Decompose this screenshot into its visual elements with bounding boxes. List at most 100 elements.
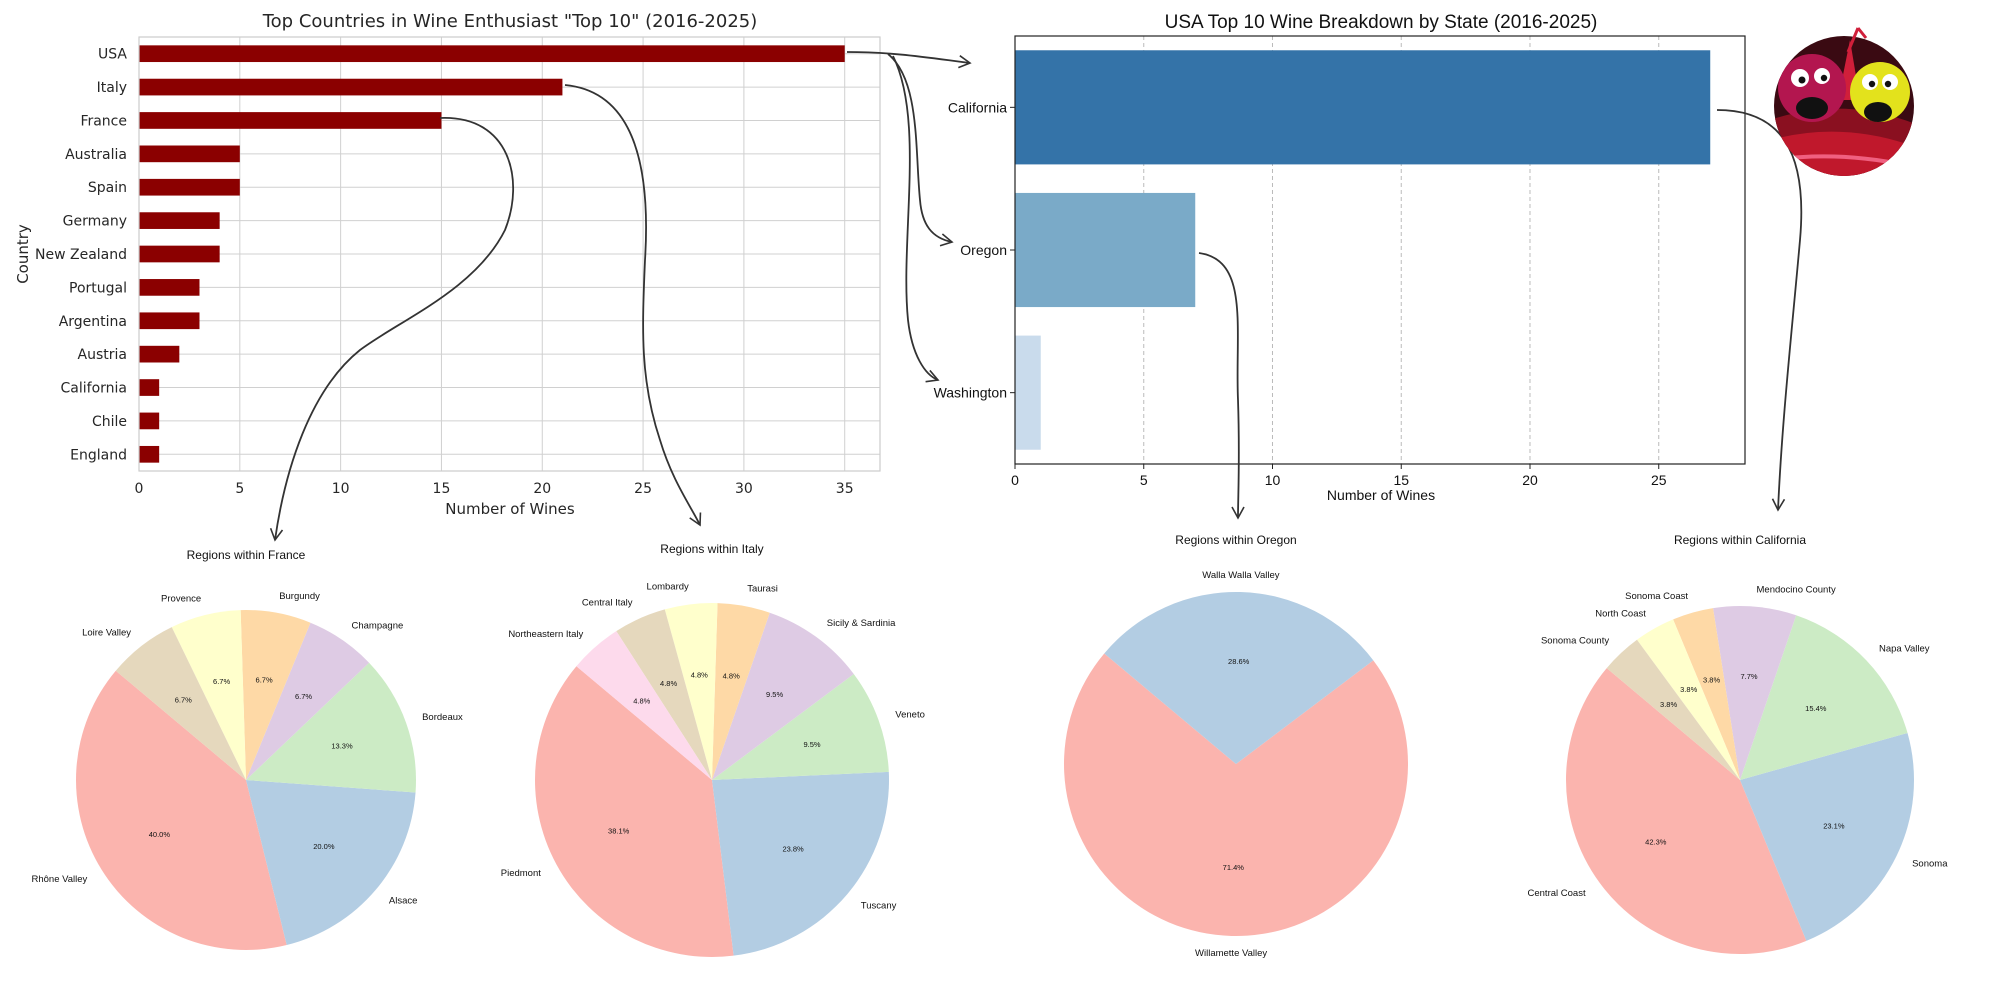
regions-within-italy-label-sicily-sardinia: Sicily & Sardinia [827,618,896,629]
countries-x-axis-label: Number of Wines [445,500,575,518]
countries-y-tick-labels: USA Italy France Australia Spain Germany New Z… [35,47,127,464]
regions-within-california-label-north-coast: North Coast [1595,608,1646,619]
regions-within-oregon-label-willamette-valley: Willamette Valley [1195,948,1267,959]
regions-within-california-pct-sonoma: 23.1% [1823,822,1845,831]
states-x-tick-25: 25 [1651,472,1667,488]
italy-pie-chart: Regions within Italy Piedmont 38.1% Tuscany… [501,542,925,957]
countries-bars [139,45,845,463]
bar-chile [139,412,160,430]
states-x-tick-15: 15 [1393,472,1409,488]
bar-california [139,379,160,396]
regions-within-california-pct-north-coast: 3.8% [1680,685,1697,694]
regions-within-california-slice-sonoma [1740,732,1915,941]
regions-within-italy-pct-veneto: 9.5% [803,740,820,749]
regions-within-france-slice-alsace [246,780,416,946]
regions-within-france-pct-alsace: 20.0% [313,842,335,851]
regions-within-california-label-central-coast: Central Coast [1528,888,1586,899]
regions-within-california-label-napa-valley: Napa Valley [1879,643,1930,654]
bar-germany [139,212,220,229]
regions-within-france-slice-loire-valley [115,627,247,780]
regions-within-italy-pct-lombardy: 4.8% [691,671,708,680]
bar-oregon [1015,192,1196,308]
regions-within-italy-pct-taurasi: 4.8% [723,672,740,681]
regions-within-california-label-sonoma: Sonoma [1912,859,1948,870]
countries-x-tick-30: 30 [735,481,753,497]
regions-within-italy-label-veneto: Veneto [895,709,925,720]
states-chart-title: USA Top 10 Wine Breakdown by State (2016… [1165,12,1598,33]
states-bars [1015,50,1711,450]
regions-within-france-pct-burgundy: 6.7% [256,676,273,685]
regions-within-california-label-sonoma-county: Sonoma County [1541,635,1609,646]
states-x-tick-0: 0 [1011,472,1019,488]
regions-within-italy-slice-piedmont [535,666,734,957]
regions-within-france-slice-rh-ne-valley [76,670,287,950]
countries-y-tick-spain: Spain [88,180,127,196]
states-y-tick-oregon: Oregon [960,242,1007,258]
regions-within-france-label-rh-ne-valley: Rhône Valley [31,874,87,885]
bar-california [1015,50,1711,165]
regions-within-france-pct-bordeaux: 13.3% [331,742,353,751]
france-pie-chart: Regions within France Rhône Valley 40.0% Al… [31,548,463,950]
regions-within-italy-slice-northeastern-italy [576,631,712,780]
regions-within-italy-slice-veneto [712,674,889,780]
regions-within-france-label-provence: Provence [161,593,201,604]
countries-y-tick-italy: Italy [97,80,127,96]
states-x-tick-labels: 0 5 10 15 20 25 [1011,472,1667,488]
oregon-pie-chart: Regions within Oregon Willamette Valley 71… [1063,533,1408,959]
regions-within-oregon-pct-walla-walla-valley: 28.6% [1228,657,1250,666]
bar-washington [1015,335,1041,450]
countries-bar-chart: Top Countries in Wine Enthusiast "Top 10… [14,11,881,518]
states-x-axis-label: Number of Wines [1327,487,1435,503]
states-y-tick-california: California [948,99,1007,115]
regions-within-italy-slice-tuscany [712,771,890,956]
arrow-france-to-pie [269,117,515,542]
regions-within-france-pct-rh-ne-valley: 40.0% [149,830,171,839]
regions-within-italy-pct-piedmont: 38.1% [608,827,630,836]
regions-within-france-slice-champagne [246,622,370,780]
regions-within-italy-label-northeastern-italy: Northeastern Italy [508,629,583,640]
countries-grid [138,37,880,471]
arrow-usa-to-washington [892,55,940,383]
countries-y-tick-england: England [70,447,127,463]
regions-within-italy-pct-central-italy: 4.8% [660,679,677,688]
regions-within-italy-slice-lombardy [664,603,718,780]
countries-y-tick-california: California [61,381,127,397]
bar-spain [139,178,240,196]
countries-x-tick-15: 15 [433,481,451,497]
states-y-tick-washington: Washington [934,385,1007,401]
regions-within-france-slice-provence [171,610,246,780]
regions-within-california-pct-sonoma-coast: 3.8% [1703,676,1720,685]
regions-within-france-label-bordeaux: Bordeaux [422,712,463,723]
regions-within-california-title: Regions within California [1674,533,1806,547]
arrow-usa-to-states [846,51,972,69]
regions-within-france-label-alsace: Alsace [389,896,418,907]
bar-usa [139,45,845,63]
countries-x-tick-labels: 0 5 10 15 20 25 30 35 [135,481,854,497]
regions-within-california-pct-mendocino-county: 7.7% [1740,672,1757,681]
regions-within-italy-label-piedmont: Piedmont [501,868,541,879]
arrow-california-to-pie [1716,109,1803,512]
regions-within-california-pct-napa-valley: 15.4% [1805,704,1827,713]
countries-y-tick-australia: Australia [65,147,127,163]
states-plot-frame [1014,35,1746,465]
countries-plot-frame [138,36,881,472]
arrow-italy-to-pie [564,84,702,527]
regions-within-italy-pct-northeastern-italy: 4.8% [633,696,650,705]
bar-england [139,445,160,463]
arrow-oregon-to-pie [1198,252,1245,520]
bar-australia [139,145,240,163]
bar-new-zealand [139,245,220,263]
mascot-logo-icon [1774,27,1914,176]
regions-within-italy-slice-taurasi [712,603,770,780]
states-bar-chart: USA Top 10 Wine Breakdown by State (2016… [934,12,1746,503]
regions-within-italy-label-lombardy: Lombardy [647,582,689,593]
countries-chart-title: Top Countries in Wine Enthusiast "Top 10… [262,11,758,32]
regions-within-oregon-pct-willamette-valley: 71.4% [1223,863,1245,872]
countries-y-tick-france: France [80,113,127,129]
regions-within-italy-slice-central-italy [616,609,712,780]
regions-within-california-label-sonoma-coast: Sonoma Coast [1625,591,1688,602]
regions-within-italy-pct-tuscany: 23.8% [782,845,804,854]
regions-within-california-slice-central-coast [1565,668,1807,954]
arrow-usa-to-oregon [887,53,954,247]
regions-within-france-pct-loire-valley: 6.7% [175,696,192,705]
